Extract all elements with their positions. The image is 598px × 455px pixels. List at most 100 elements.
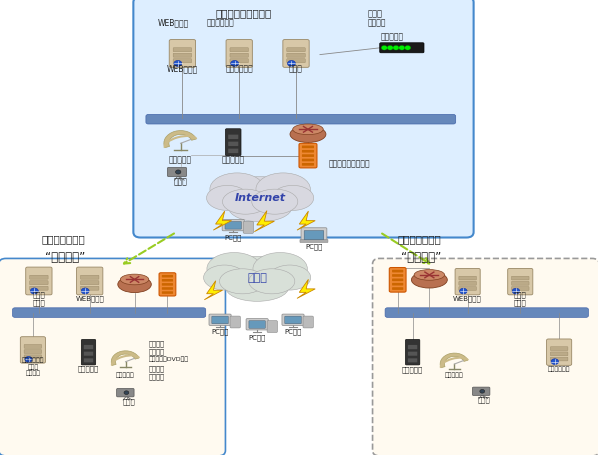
Text: 采集工作站: 采集工作站 <box>402 366 423 373</box>
FancyBboxPatch shape <box>20 337 45 363</box>
FancyBboxPatch shape <box>230 316 240 328</box>
Ellipse shape <box>460 288 467 294</box>
FancyBboxPatch shape <box>81 286 99 290</box>
Polygon shape <box>213 211 231 230</box>
Text: 流媒体平台管理平台: 流媒体平台管理平台 <box>329 159 371 168</box>
FancyBboxPatch shape <box>285 316 301 324</box>
Text: PC终端: PC终端 <box>305 243 323 250</box>
FancyBboxPatch shape <box>81 339 96 365</box>
Ellipse shape <box>124 391 129 394</box>
Ellipse shape <box>81 288 89 294</box>
FancyBboxPatch shape <box>26 267 52 295</box>
FancyBboxPatch shape <box>228 135 239 139</box>
Ellipse shape <box>207 253 261 285</box>
FancyBboxPatch shape <box>24 350 42 354</box>
FancyBboxPatch shape <box>459 287 477 290</box>
Ellipse shape <box>252 189 298 214</box>
FancyBboxPatch shape <box>302 159 314 162</box>
FancyBboxPatch shape <box>222 219 244 231</box>
Text: 教育城域网信息中心: 教育城域网信息中心 <box>215 9 271 19</box>
FancyBboxPatch shape <box>249 321 266 329</box>
FancyBboxPatch shape <box>550 352 568 356</box>
FancyBboxPatch shape <box>550 357 568 361</box>
Text: 流媒体存储: 流媒体存储 <box>380 32 404 41</box>
Ellipse shape <box>293 124 324 135</box>
Ellipse shape <box>231 61 239 66</box>
FancyBboxPatch shape <box>303 316 313 328</box>
Text: PC终端: PC终端 <box>211 329 229 335</box>
FancyBboxPatch shape <box>301 228 327 241</box>
FancyBboxPatch shape <box>146 114 456 124</box>
Text: 视频信号源DVD信号: 视频信号源DVD信号 <box>148 357 188 362</box>
FancyBboxPatch shape <box>408 358 417 363</box>
Text: 电视信号: 电视信号 <box>148 340 164 347</box>
Text: 流媒体服务器
各学校
节点平台: 流媒体服务器 各学校 节点平台 <box>22 358 44 376</box>
FancyBboxPatch shape <box>226 40 252 67</box>
FancyBboxPatch shape <box>459 276 477 280</box>
FancyBboxPatch shape <box>405 339 420 365</box>
FancyBboxPatch shape <box>162 275 173 278</box>
FancyBboxPatch shape <box>81 275 99 279</box>
Ellipse shape <box>219 256 295 299</box>
Polygon shape <box>205 281 222 300</box>
Text: “互联分享”: “互联分享” <box>401 251 441 263</box>
Text: 摄像机: 摄像机 <box>122 398 135 404</box>
FancyBboxPatch shape <box>212 316 228 324</box>
FancyBboxPatch shape <box>228 142 239 146</box>
Ellipse shape <box>222 189 269 214</box>
Ellipse shape <box>290 126 326 142</box>
Text: PC终端: PC终端 <box>248 334 266 341</box>
FancyBboxPatch shape <box>162 279 173 282</box>
Text: WEB服务器: WEB服务器 <box>158 18 189 27</box>
FancyBboxPatch shape <box>228 148 239 153</box>
Text: Internet: Internet <box>234 193 286 203</box>
FancyBboxPatch shape <box>511 282 529 285</box>
Text: 卫星信号: 卫星信号 <box>148 348 164 354</box>
Polygon shape <box>297 211 315 230</box>
Circle shape <box>405 46 411 50</box>
FancyBboxPatch shape <box>84 358 93 363</box>
Ellipse shape <box>256 173 310 206</box>
Ellipse shape <box>203 265 245 290</box>
Ellipse shape <box>118 276 151 293</box>
Text: 采集信号: 采集信号 <box>148 373 164 379</box>
FancyBboxPatch shape <box>159 273 176 296</box>
Text: 流媒体: 流媒体 <box>368 9 383 18</box>
Text: WEB服务器: WEB服务器 <box>75 295 104 302</box>
Ellipse shape <box>225 274 288 301</box>
FancyBboxPatch shape <box>392 287 403 290</box>
FancyBboxPatch shape <box>282 314 304 325</box>
FancyBboxPatch shape <box>173 59 191 63</box>
FancyBboxPatch shape <box>302 150 314 152</box>
FancyBboxPatch shape <box>287 53 305 57</box>
Wedge shape <box>164 131 196 148</box>
Text: 数据库
服务器: 数据库 服务器 <box>32 291 45 306</box>
FancyBboxPatch shape <box>230 59 248 63</box>
FancyBboxPatch shape <box>511 287 529 290</box>
FancyBboxPatch shape <box>408 345 417 349</box>
Text: 视频信号源: 视频信号源 <box>116 372 135 378</box>
FancyBboxPatch shape <box>302 146 314 148</box>
Text: 摄像机: 摄像机 <box>478 396 491 403</box>
FancyBboxPatch shape <box>24 355 42 359</box>
FancyBboxPatch shape <box>283 40 309 67</box>
FancyBboxPatch shape <box>30 275 48 279</box>
Ellipse shape <box>512 288 520 294</box>
FancyBboxPatch shape <box>392 278 403 281</box>
FancyBboxPatch shape <box>117 389 134 397</box>
FancyBboxPatch shape <box>81 281 99 285</box>
Ellipse shape <box>272 186 314 210</box>
FancyBboxPatch shape <box>162 287 173 290</box>
Ellipse shape <box>210 173 264 206</box>
FancyBboxPatch shape <box>304 231 324 240</box>
Ellipse shape <box>25 357 32 362</box>
FancyBboxPatch shape <box>30 281 48 285</box>
Text: 采集工作站: 采集工作站 <box>78 365 99 372</box>
Text: 视频信号源: 视频信号源 <box>169 156 192 165</box>
Polygon shape <box>297 279 315 298</box>
Ellipse shape <box>269 265 311 290</box>
FancyBboxPatch shape <box>230 53 248 57</box>
Ellipse shape <box>176 170 181 174</box>
FancyBboxPatch shape <box>302 163 314 166</box>
Text: 现场直播: 现场直播 <box>148 365 164 372</box>
